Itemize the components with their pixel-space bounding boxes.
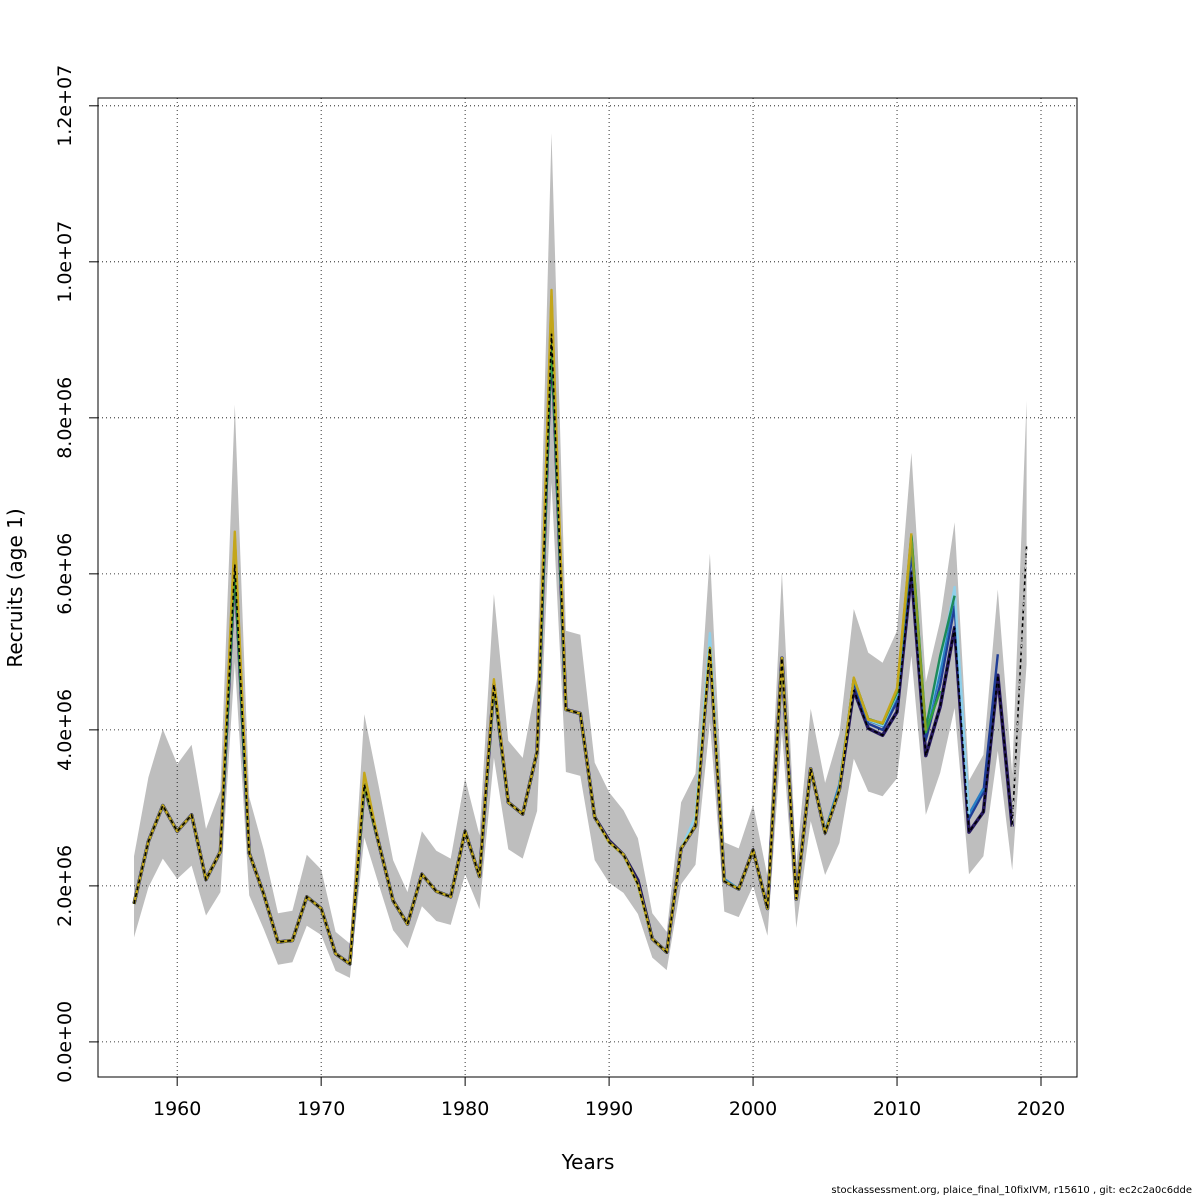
- confidence-band: [134, 133, 1027, 978]
- y-tick-label: 1.0e+07: [54, 221, 76, 303]
- grid-layer: [98, 98, 1077, 1077]
- x-tick-label: 2020: [1017, 1098, 1065, 1120]
- estimate-line: [133, 333, 1028, 966]
- y-axis-title: Recruits (age 1): [3, 508, 27, 667]
- x-tick-label: 1990: [585, 1098, 633, 1120]
- x-tick-label: 1980: [441, 1098, 489, 1120]
- confidence-band-layer: [134, 133, 1027, 978]
- y-tick-label: 4.0e+06: [54, 689, 76, 771]
- x-tick-label: 1960: [153, 1098, 201, 1120]
- y-tick-label: 1.2e+07: [54, 65, 76, 147]
- x-tick-label: 2000: [729, 1098, 777, 1120]
- y-tick-label: 8.0e+06: [54, 377, 76, 459]
- series-layer: [132, 288, 1028, 966]
- footer-note: stockassessment.org, plaice_final_10fixI…: [831, 1185, 1192, 1196]
- y-axis: 0.0e+00 2.0e+06 4.0e+06 6.0e+06 8.0e+06 1.0e+…: [54, 65, 98, 1083]
- x-axis: 1960 1970 1980 1990 2000 2010 2020: [153, 1077, 1065, 1120]
- x-tick-label: 1970: [297, 1098, 345, 1120]
- plot-frame: [97, 97, 1078, 1078]
- x-tick-label: 2010: [873, 1098, 921, 1120]
- y-tick-label: 2.0e+06: [54, 845, 76, 927]
- x-axis-title: Years: [561, 1150, 615, 1174]
- y-tick-label: 6.0e+06: [54, 533, 76, 615]
- y-tick-label: 0.0e+00: [54, 1001, 76, 1083]
- estimate-last-segment: [1011, 545, 1028, 827]
